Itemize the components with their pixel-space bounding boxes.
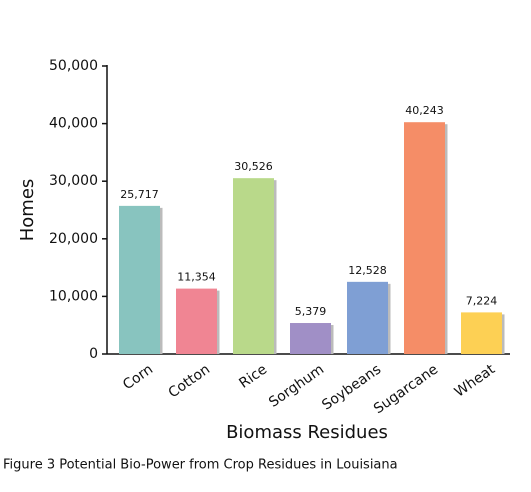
bar bbox=[347, 281, 388, 354]
caption: Figure 3 Potential Bio-Power from Crop R… bbox=[3, 458, 398, 473]
y-tick-label: 30,000 bbox=[49, 173, 98, 189]
x-tick-label: Sorghum bbox=[266, 361, 327, 410]
y-axis-label: Homes bbox=[17, 179, 38, 242]
x-tick-label: Wheat bbox=[452, 361, 499, 400]
value-label: 25,717 bbox=[120, 188, 159, 201]
value-label: 7,224 bbox=[466, 294, 498, 307]
value-label: 40,243 bbox=[405, 104, 444, 117]
bar bbox=[290, 323, 331, 354]
y-tick-label: 0 bbox=[89, 346, 98, 362]
value-label: 30,526 bbox=[234, 160, 273, 173]
y-tick-label: 20,000 bbox=[49, 231, 98, 247]
x-axis-label: Biomass Residues bbox=[226, 422, 388, 443]
bar bbox=[119, 205, 160, 354]
y-tick-label: 10,000 bbox=[49, 288, 98, 304]
x-tick-label: Sugarcane bbox=[371, 361, 441, 417]
bar bbox=[176, 288, 217, 354]
y-tick-label: 50,000 bbox=[49, 58, 98, 74]
value-label: 12,528 bbox=[348, 264, 387, 277]
bar bbox=[404, 122, 445, 354]
y-tick-label: 40,000 bbox=[49, 116, 98, 132]
bar bbox=[461, 312, 502, 354]
bar bbox=[233, 178, 274, 354]
x-tick-label: Rice bbox=[236, 361, 270, 391]
value-label: 5,379 bbox=[295, 305, 327, 318]
x-tick-label: Corn bbox=[120, 361, 156, 393]
value-label: 11,354 bbox=[177, 271, 216, 284]
x-tick-label: Cotton bbox=[166, 361, 213, 401]
